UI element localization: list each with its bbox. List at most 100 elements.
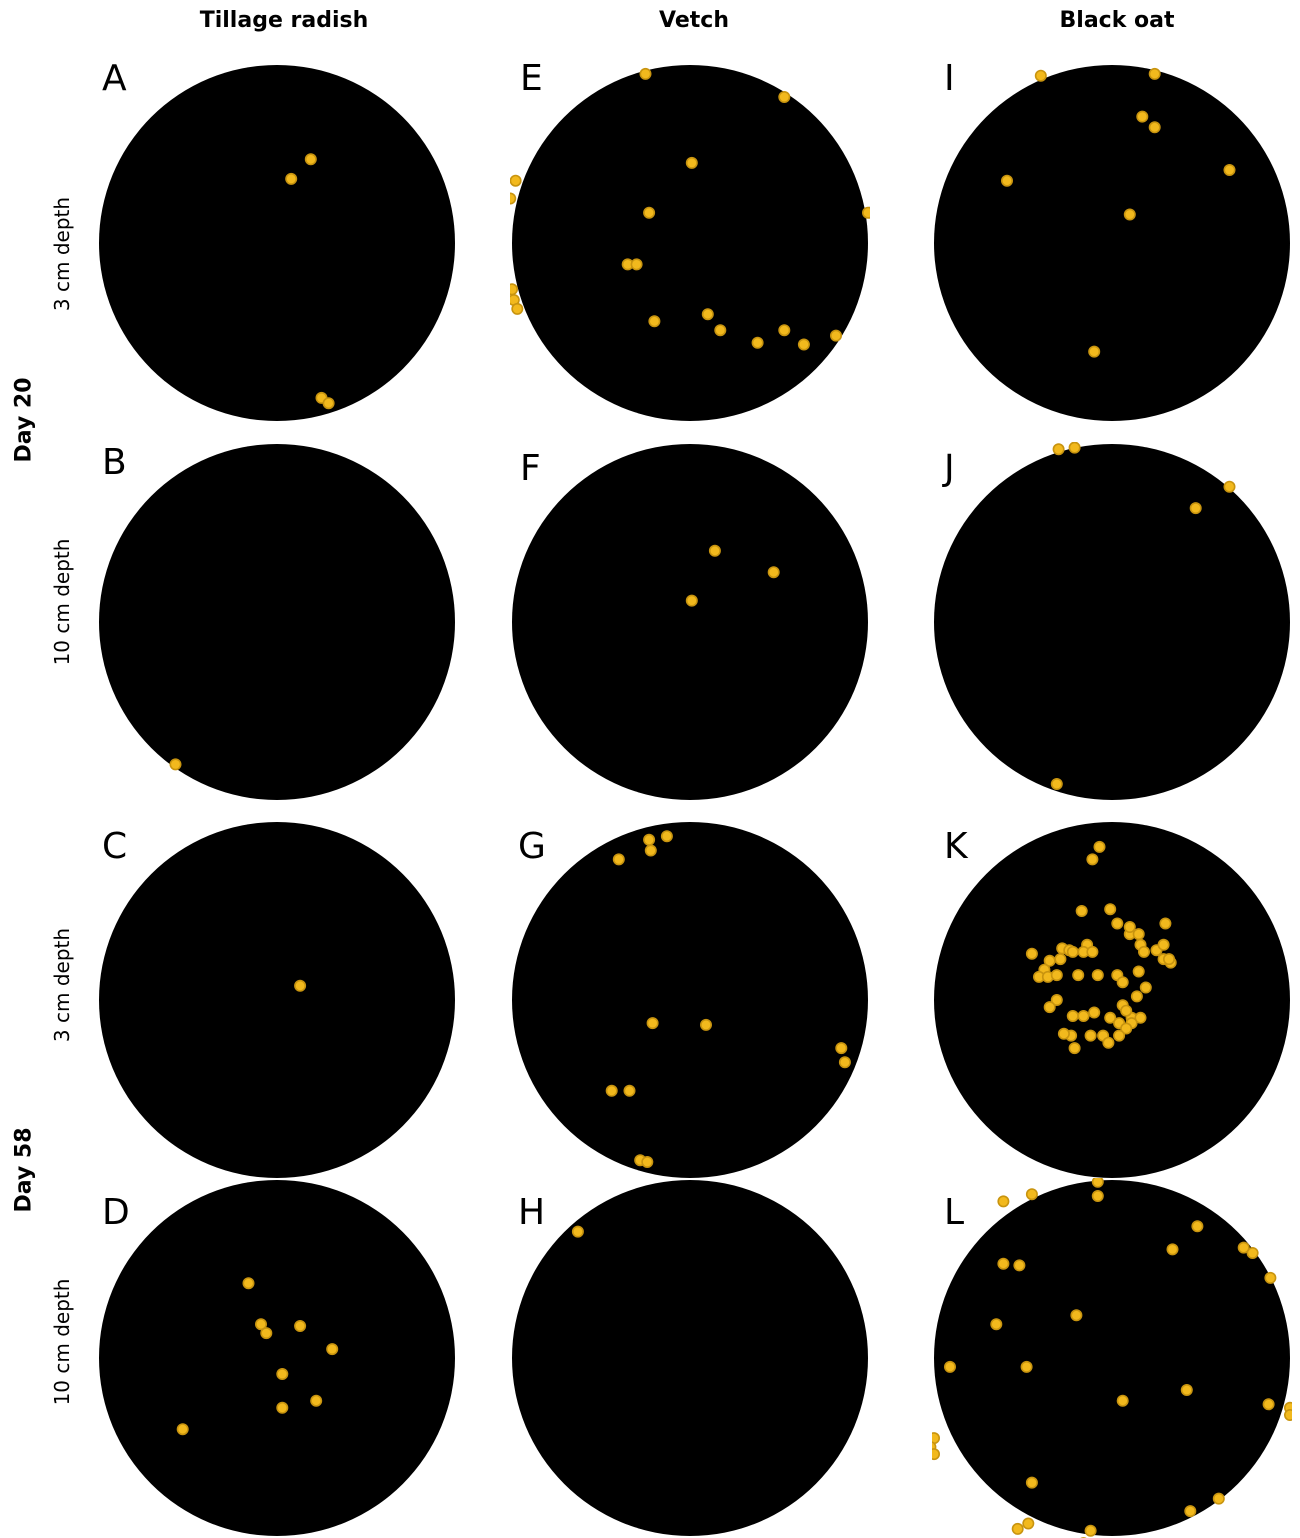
panel-l-disc xyxy=(934,1180,1290,1536)
panel-l-point-24 xyxy=(1027,1477,1037,1487)
panel-g-point-3 xyxy=(646,845,656,855)
panel-k-point-17 xyxy=(1055,954,1065,964)
panel-l-point-4 xyxy=(1093,1191,1103,1201)
panel-k-point-7 xyxy=(1125,922,1135,932)
panel-g-point-4 xyxy=(662,831,672,841)
panel-k-point-55 xyxy=(1085,1030,1095,1040)
panel-i-disc xyxy=(934,65,1290,421)
panel-i-point-1 xyxy=(1036,71,1046,81)
panel-d-plot xyxy=(97,1178,457,1538)
panel-a-point-4 xyxy=(323,398,333,408)
panel-e-point-8 xyxy=(644,208,654,218)
panel-f-svg xyxy=(510,442,870,802)
panel-l-point-6 xyxy=(1167,1244,1177,1254)
panel-g-point-5 xyxy=(647,1018,657,1028)
panel-j-point-5 xyxy=(1052,779,1062,789)
panel-l-point-23 xyxy=(932,1449,939,1459)
panel-k-point-53 xyxy=(1059,1029,1069,1039)
panel-a-point-2 xyxy=(286,174,296,184)
panel-b-plot xyxy=(97,442,457,802)
panel-c-plot xyxy=(97,820,457,1180)
panel-g-point-6 xyxy=(701,1020,711,1030)
panel-g-point-8 xyxy=(840,1057,850,1067)
panel-i-point-4 xyxy=(1150,122,1160,132)
panel-l-svg xyxy=(932,1178,1292,1538)
panel-l-point-5 xyxy=(1192,1221,1202,1231)
panel-k-point-1 xyxy=(1094,842,1104,852)
panel-l-point-17 xyxy=(1182,1385,1192,1395)
panel-k-svg xyxy=(932,820,1292,1180)
panel-l-point-26 xyxy=(1023,1518,1033,1528)
depth-label-row-4: 10 cm depth xyxy=(50,1279,74,1406)
panel-j-point-2 xyxy=(1069,442,1079,452)
panel-l-point-13 xyxy=(1021,1362,1031,1372)
panel-j-disc xyxy=(934,444,1290,800)
panel-d-point-3 xyxy=(261,1328,271,1338)
panel-k-point-45 xyxy=(1141,982,1151,992)
panel-k-point-50 xyxy=(1114,1030,1124,1040)
panel-e-point-14 xyxy=(649,316,659,326)
panel-c-point-1 xyxy=(295,981,305,991)
panel-f-plot xyxy=(510,442,870,802)
row-group-label-day-20: Day 20 xyxy=(12,377,37,462)
panel-l-point-11 xyxy=(1014,1260,1024,1270)
panel-k-point-34 xyxy=(1118,977,1128,987)
panel-g-point-2 xyxy=(644,835,654,845)
panel-l-point-1 xyxy=(998,1196,1008,1206)
panel-l-point-14 xyxy=(1071,1310,1081,1320)
panel-a-plot xyxy=(97,63,457,423)
panel-i-point-3 xyxy=(1137,111,1147,121)
panel-j-point-3 xyxy=(1191,503,1201,513)
panel-e-point-5 xyxy=(510,193,515,203)
panel-k-point-36 xyxy=(1045,1002,1055,1012)
panel-i-point-6 xyxy=(1002,176,1012,186)
panel-k-point-11 xyxy=(1139,947,1149,957)
depth-label-row-2: 10 cm depth xyxy=(50,539,74,666)
panel-j-svg xyxy=(932,442,1292,802)
panel-j-point-4 xyxy=(1224,482,1234,492)
panel-k-plot xyxy=(932,820,1292,1180)
panel-g-svg xyxy=(510,820,870,1180)
panel-e-svg xyxy=(510,63,870,423)
panel-k-point-33 xyxy=(1134,966,1144,976)
panel-l-plot xyxy=(932,1178,1292,1538)
panel-l-point-30 xyxy=(1214,1493,1224,1503)
panel-d-point-5 xyxy=(327,1344,337,1354)
column-header-black-oat: Black oat xyxy=(987,8,1247,33)
panel-l-point-25 xyxy=(1185,1506,1195,1516)
panel-k-point-38 xyxy=(1078,1011,1088,1021)
panel-k-disc xyxy=(934,822,1290,1178)
panel-k-point-47 xyxy=(1121,1006,1131,1016)
panel-k-point-16 xyxy=(1027,949,1037,959)
panel-d-disc xyxy=(99,1180,455,1536)
panel-f-point-2 xyxy=(769,567,779,577)
row-group-label-day-58: Day 58 xyxy=(12,1127,37,1212)
panel-b-point-1 xyxy=(170,759,180,769)
panel-g-point-9 xyxy=(607,1086,617,1096)
panel-k-point-26 xyxy=(1052,970,1062,980)
panel-f-point-3 xyxy=(687,595,697,605)
panel-e-point-2 xyxy=(779,92,789,102)
panel-e-point-3 xyxy=(687,158,697,168)
panel-c-svg xyxy=(97,820,457,1180)
panel-l-point-2 xyxy=(1027,1189,1037,1199)
panel-d-point-9 xyxy=(178,1424,188,1434)
panel-e-disc xyxy=(512,65,868,421)
panel-i-point-7 xyxy=(1125,209,1135,219)
panel-h-point-1 xyxy=(573,1226,583,1236)
panel-l-point-27 xyxy=(1013,1524,1023,1534)
panel-i-point-8 xyxy=(1089,346,1099,356)
panel-k-point-13 xyxy=(1158,940,1168,950)
panel-d-point-4 xyxy=(295,1321,305,1331)
panel-l-point-8 xyxy=(1247,1248,1257,1258)
panel-g-plot xyxy=(510,820,870,1180)
panel-l-point-16 xyxy=(1118,1396,1128,1406)
panel-e-point-7 xyxy=(863,208,870,218)
panel-b-svg xyxy=(97,442,457,802)
panel-a-disc xyxy=(99,65,455,421)
panel-l-point-9 xyxy=(1265,1273,1275,1283)
panel-a-svg xyxy=(97,63,457,423)
panel-g-point-12 xyxy=(642,1157,652,1167)
panel-g-point-1 xyxy=(614,854,624,864)
depth-label-row-3: 3 cm depth xyxy=(50,928,74,1042)
